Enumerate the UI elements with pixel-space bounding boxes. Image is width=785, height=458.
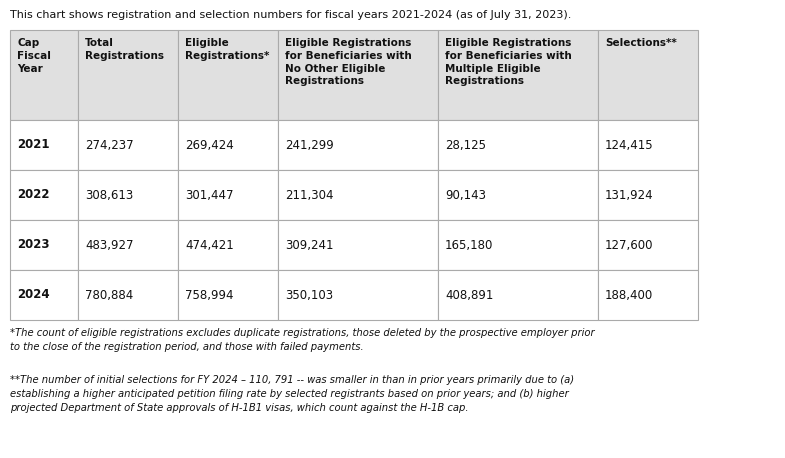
Text: Total
Registrations: Total Registrations: [85, 38, 164, 61]
Bar: [10, 30, 78, 120]
Text: 124,415: 124,415: [605, 138, 654, 152]
Bar: [438, 120, 598, 170]
Bar: [598, 120, 698, 170]
Bar: [78, 170, 178, 220]
Bar: [178, 170, 278, 220]
Bar: [178, 270, 278, 320]
Text: 188,400: 188,400: [605, 289, 653, 301]
Bar: [438, 220, 598, 270]
Bar: [278, 120, 438, 170]
Bar: [598, 170, 698, 220]
Text: **The number of initial selections for FY 2024 – 110, 791 -- was smaller in than: **The number of initial selections for F…: [10, 375, 574, 413]
Text: Eligible
Registrations*: Eligible Registrations*: [185, 38, 269, 61]
Bar: [438, 170, 598, 220]
Text: 28,125: 28,125: [445, 138, 486, 152]
Bar: [178, 120, 278, 170]
Text: 241,299: 241,299: [285, 138, 334, 152]
Text: 474,421: 474,421: [185, 239, 234, 251]
Bar: [178, 220, 278, 270]
Bar: [78, 120, 178, 170]
Text: 127,600: 127,600: [605, 239, 653, 251]
Text: 274,237: 274,237: [85, 138, 133, 152]
Text: *The count of eligible registrations excludes duplicate registrations, those del: *The count of eligible registrations exc…: [10, 328, 594, 352]
Bar: [438, 270, 598, 320]
Bar: [278, 220, 438, 270]
Bar: [78, 220, 178, 270]
Text: 780,884: 780,884: [85, 289, 133, 301]
Bar: [598, 270, 698, 320]
Text: 211,304: 211,304: [285, 189, 334, 202]
Text: This chart shows registration and selection numbers for fiscal years 2021-2024 (: This chart shows registration and select…: [10, 10, 571, 20]
Bar: [598, 30, 698, 120]
Bar: [178, 30, 278, 120]
Text: 483,927: 483,927: [85, 239, 133, 251]
Bar: [598, 220, 698, 270]
Text: 309,241: 309,241: [285, 239, 334, 251]
Bar: [10, 170, 78, 220]
Text: 2021: 2021: [17, 138, 49, 152]
Bar: [438, 30, 598, 120]
Bar: [78, 30, 178, 120]
Text: 90,143: 90,143: [445, 189, 486, 202]
Bar: [278, 30, 438, 120]
Bar: [10, 120, 78, 170]
Text: 165,180: 165,180: [445, 239, 494, 251]
Text: 2024: 2024: [17, 289, 49, 301]
Text: Selections**: Selections**: [605, 38, 677, 48]
Text: 308,613: 308,613: [85, 189, 133, 202]
Text: 350,103: 350,103: [285, 289, 333, 301]
Text: 2023: 2023: [17, 239, 49, 251]
Text: 131,924: 131,924: [605, 189, 654, 202]
Text: Cap
Fiscal
Year: Cap Fiscal Year: [17, 38, 51, 74]
Bar: [10, 270, 78, 320]
Bar: [278, 270, 438, 320]
Text: 408,891: 408,891: [445, 289, 494, 301]
Text: Eligible Registrations
for Beneficiaries with
Multiple Eligible
Registrations: Eligible Registrations for Beneficiaries…: [445, 38, 571, 87]
Text: Eligible Registrations
for Beneficiaries with
No Other Eligible
Registrations: Eligible Registrations for Beneficiaries…: [285, 38, 412, 87]
Text: 301,447: 301,447: [185, 189, 233, 202]
Bar: [278, 170, 438, 220]
Text: 269,424: 269,424: [185, 138, 234, 152]
Text: 758,994: 758,994: [185, 289, 233, 301]
Bar: [10, 220, 78, 270]
Text: 2022: 2022: [17, 189, 49, 202]
Bar: [78, 270, 178, 320]
